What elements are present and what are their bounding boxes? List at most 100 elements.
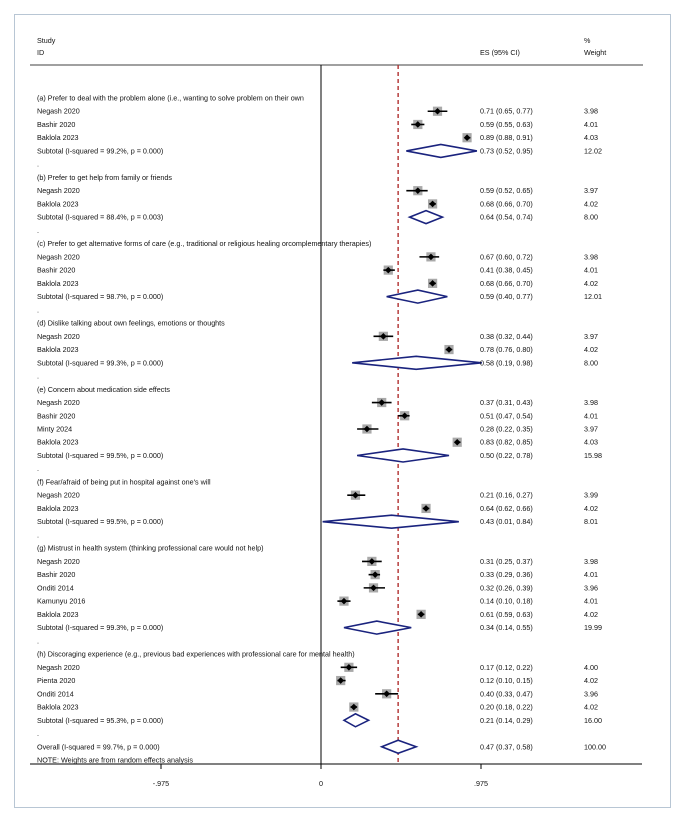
weight-text: 8.00: [584, 358, 598, 367]
es-ci-text: 0.51 (0.47, 0.54): [480, 411, 533, 420]
row-group-label: (h) Discoraging experience (e.g., previo…: [37, 650, 355, 659]
row-study-label: Negash 2020: [37, 663, 80, 672]
weight-text: 3.98: [584, 398, 598, 407]
weight-text: 3.99: [584, 491, 598, 500]
point-estimate: [401, 412, 408, 420]
point-estimate: [370, 584, 377, 592]
point-estimate: [371, 571, 379, 578]
es-ci-text: 0.34 (0.14, 0.55): [480, 623, 533, 632]
point-estimate: [422, 505, 430, 512]
weight-text: 8.00: [584, 213, 598, 222]
point-estimate: [340, 597, 348, 605]
marks-layer: [322, 106, 482, 755]
row-spacer: .: [37, 305, 39, 314]
es-ci-text: 0.64 (0.54, 0.74): [480, 213, 533, 222]
weight-text: 12.02: [584, 146, 602, 155]
point-estimate: [429, 200, 436, 208]
row-study-label: Baklola 2023: [37, 610, 79, 619]
subtotal-diamond: [342, 712, 371, 728]
weight-text: 3.97: [584, 186, 598, 195]
weight-text: 4.02: [584, 279, 598, 288]
point-estimate: [350, 703, 358, 711]
row-subtotal-label: Subtotal (I-squared = 99.2%, p = 0.000): [37, 146, 163, 155]
weight-text: 4.02: [584, 199, 598, 208]
weight-text: 3.98: [584, 557, 598, 566]
weight-text: 19.99: [584, 623, 602, 632]
subtotal-diamond: [406, 143, 478, 159]
row-study-label: Negash 2020: [37, 557, 80, 566]
point-estimate: [434, 107, 441, 115]
row-study-label: Baklola 2023: [37, 279, 79, 288]
row-study-label: Negash 2020: [37, 252, 80, 261]
es-ci-text: 0.37 (0.31, 0.43): [480, 398, 533, 407]
row-study-label: Baklola 2023: [37, 133, 79, 142]
es-ci-text: 0.38 (0.32, 0.44): [480, 332, 533, 341]
x-tick-label: .975: [474, 779, 488, 788]
header-study: Study: [37, 36, 56, 45]
row-spacer: .: [37, 226, 39, 235]
es-ci-text: 0.50 (0.22, 0.78): [480, 451, 533, 460]
subtotal-diamond: [322, 514, 459, 529]
point-estimate: [429, 280, 436, 287]
es-ci-text: 0.14 (0.10, 0.18): [480, 597, 533, 606]
text-layer: Study ID ES (95% CI)% Weight (a) Prefer to d…: [37, 36, 606, 788]
weight-text: 4.02: [584, 676, 598, 685]
row-spacer: .: [37, 729, 39, 738]
footnote: NOTE: Weights are from random effects an…: [37, 756, 193, 765]
row-study-label: Bashir 2020: [37, 266, 75, 275]
row-study-label: Negash 2020: [37, 332, 80, 341]
row-study-label: Baklola 2023: [37, 703, 79, 712]
point-estimate: [383, 690, 390, 698]
weight-text: 4.01: [584, 597, 598, 606]
subtotal-diamond: [407, 209, 445, 225]
point-estimate: [337, 677, 344, 684]
header-es: ES (95% CI): [480, 48, 520, 57]
es-ci-text: 0.21 (0.16, 0.27): [480, 491, 533, 500]
weight-text: 4.02: [584, 610, 598, 619]
es-ci-text: 0.78 (0.76, 0.80): [480, 345, 533, 354]
weight-text: 3.98: [584, 252, 598, 261]
point-estimate: [352, 491, 359, 499]
es-ci-text: 0.12 (0.10, 0.15): [480, 676, 533, 685]
forest-plot-panel: Study ID ES (95% CI)% Weight (a) Prefer to d…: [14, 14, 671, 808]
es-ci-text: 0.17 (0.12, 0.22): [480, 663, 533, 672]
weight-text: 3.96: [584, 689, 598, 698]
es-ci-text: 0.73 (0.52, 0.95): [480, 146, 533, 155]
row-spacer: .: [37, 530, 39, 539]
row-subtotal-label: Subtotal (I-squared = 99.5%, p = 0.000): [37, 451, 163, 460]
weight-text: 15.98: [584, 451, 602, 460]
point-estimate: [378, 399, 386, 406]
row-study-label: Bashir 2020: [37, 120, 75, 129]
es-ci-text: 0.20 (0.18, 0.22): [480, 703, 533, 712]
row-study-label: Negash 2020: [37, 491, 80, 500]
row-group-label: (e) Concern about medication side effect…: [37, 385, 170, 394]
point-estimate: [380, 333, 387, 340]
header-weight: Weight: [584, 48, 606, 57]
row-spacer: .: [37, 160, 39, 169]
weight-text: 8.01: [584, 517, 598, 526]
weight-text: 4.01: [584, 411, 598, 420]
es-ci-text: 0.43 (0.01, 0.84): [480, 517, 533, 526]
row-study-label: Kamunyu 2016: [37, 597, 85, 606]
weight-text: 4.00: [584, 663, 598, 672]
row-study-label: Negash 2020: [37, 107, 80, 116]
weight-text: 16.00: [584, 716, 602, 725]
subtotal-diamond: [343, 620, 412, 635]
weight-text: 3.96: [584, 583, 598, 592]
point-estimate: [368, 558, 376, 565]
row-study-label: Negash 2020: [37, 186, 80, 195]
es-ci-text: 0.32 (0.26, 0.39): [480, 583, 533, 592]
row-study-label: Negash 2020: [37, 398, 80, 407]
point-estimate: [414, 121, 422, 128]
weight-text: 3.98: [584, 107, 598, 116]
row-study-label: Bashir 2020: [37, 411, 75, 420]
axes-layer: [30, 64, 643, 769]
es-ci-text: 0.59 (0.52, 0.65): [480, 186, 533, 195]
weight-text: 4.02: [584, 504, 598, 513]
point-estimate: [417, 611, 425, 618]
es-ci-text: 0.68 (0.66, 0.70): [480, 279, 533, 288]
point-estimate: [414, 187, 422, 194]
x-tick-label: 0: [319, 779, 323, 788]
row-spacer: .: [37, 464, 39, 473]
es-ci-text: 0.64 (0.62, 0.66): [480, 504, 533, 513]
